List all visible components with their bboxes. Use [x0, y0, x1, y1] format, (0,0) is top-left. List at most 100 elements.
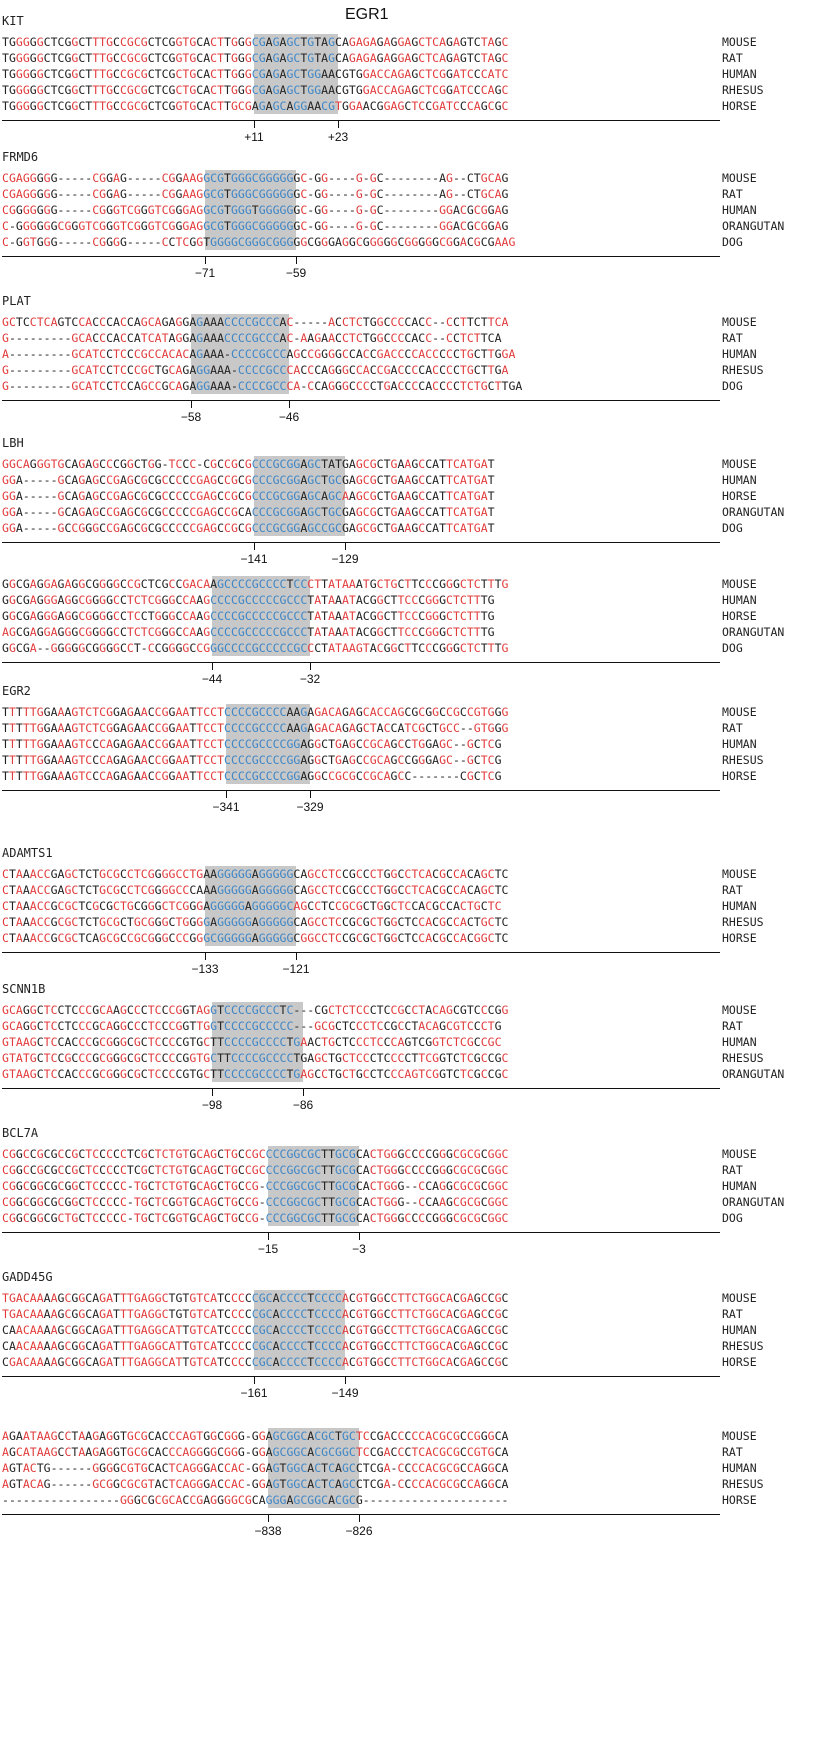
sequence-row: CTAAACCGCGCTCGCGCTGCGGGCTCGGGAGGGGGAGGGG… [2, 899, 502, 913]
sequence-row: AGCATAAGCCTAAGAGGTGCGCACCCAGGGGCGGG-GGAG… [2, 1445, 509, 1459]
species-label: DOG [722, 641, 743, 655]
sequence-row: CGGCGGCGCTGCTCCCCC-TGCTCGGTGCAGCTGCCG-CC… [2, 1211, 509, 1225]
species-label: HUMAN [722, 67, 757, 81]
sequence-row: CTAAACCGAGCTCTGCGCCTCGGGGCCCAAAGGGGGAGGG… [2, 883, 509, 897]
position-label: −141 [240, 552, 268, 566]
position-label: −32 [299, 672, 321, 686]
species-label: RHESUS [722, 1477, 764, 1491]
position-tick [296, 952, 297, 960]
egr1-binding-site-highlight [268, 1146, 359, 1226]
species-label: MOUSE [722, 171, 757, 185]
sequence-row: CGGCGGCGCGGCTCCCCC-TGCTCGGTGCAGCTGCCG-CC… [2, 1195, 509, 1209]
egr1-binding-site-highlight [205, 170, 296, 250]
sequence-row: CTAAACCGAGCTCTGCGCCTCGGGGCCTGAAGGGGGAGGG… [2, 867, 509, 881]
position-axis [2, 1514, 720, 1515]
egr1-binding-site-highlight [268, 1428, 359, 1508]
species-label: RAT [722, 331, 743, 345]
position-label: +11 [244, 130, 264, 144]
sequence-row: CGGCCGCGCCGCTCCCCCTCGCTCTGTGCAGCTGCCGCCC… [2, 1147, 509, 1161]
species-label: RHESUS [722, 1339, 764, 1353]
position-tick [205, 952, 206, 960]
sequence-row: G---------GCATCCTCCAGCCGCAGAGGAAA-CCCCGC… [2, 379, 523, 393]
position-tick [254, 542, 255, 550]
sequence-row: GTATGCTCCGCCCGCGGGCGCTCCCCGGTGCTTCCCCGCC… [2, 1051, 509, 1065]
position-axis [2, 1088, 720, 1089]
position-label: +23 [327, 130, 349, 144]
gene-label: BCL7A [2, 1126, 39, 1140]
position-tick [359, 1514, 360, 1522]
position-label: −129 [331, 552, 359, 566]
position-tick [296, 256, 297, 264]
sequence-row: GGA-----GCCGGGCCGAGCGCGCCCCCGAGCCGCGCCCG… [2, 521, 495, 535]
position-tick [254, 120, 255, 128]
position-tick [345, 542, 346, 550]
position-label: −838 [254, 1524, 282, 1538]
position-axis [2, 400, 720, 401]
position-label: −98 [201, 1098, 223, 1112]
sequence-row: TGGGGGCTCGGCTTTGCCGCGCTCGGTGCACTTGGGCGAG… [2, 51, 509, 65]
sequence-row: TTTTTGGAAAGTCCCAGAGAACCGGAATTCCTCCCCGCCC… [2, 753, 502, 767]
species-label: RAT [722, 1445, 743, 1459]
gene-label: LBH [2, 436, 24, 450]
sequence-row: TTTTTGGAAAGTCCCAGAGAACCGGAATTCCTCCCCGCCC… [2, 769, 502, 783]
sequence-row: TGGGGGCTCGGCTTTGCCGCGCTCGCTGCACTTGGGCGAG… [2, 67, 509, 81]
position-label: −58 [180, 410, 202, 424]
species-label: ORANGUTAN [722, 219, 785, 233]
gene-label: SCNN1B [2, 982, 46, 996]
species-label: MOUSE [722, 1429, 757, 1443]
sequence-row: TGGGGGCTCGGCTTTGCCGCGCTCGGTGCACTTGGGCGAG… [2, 35, 509, 49]
species-label: DOG [722, 235, 743, 249]
sequence-row: AGAATAAGCCTAAGAGGTGCGCACCCAGTGGCGGG-GGAG… [2, 1429, 509, 1443]
sequence-row: TTTTTGGAAAGTCTCGGAGAACCGGAATTCCTCCCCGCCC… [2, 721, 509, 735]
species-label: MOUSE [722, 35, 757, 49]
sequence-row: CTAAACCGCGCTCAGCGCCGCGGGCCCGGGCGGGGGAGGG… [2, 931, 509, 945]
position-label: −71 [194, 266, 216, 280]
position-axis [2, 790, 720, 791]
position-tick [310, 790, 311, 798]
position-axis [2, 662, 720, 663]
species-label: MOUSE [722, 705, 757, 719]
position-label: −86 [292, 1098, 314, 1112]
position-label: −121 [282, 962, 310, 976]
species-label: HUMAN [722, 473, 757, 487]
egr1-binding-site-highlight [212, 576, 310, 656]
position-label: −329 [296, 800, 324, 814]
position-axis [2, 542, 720, 543]
sequence-row: GTAAGCTCCACCCGCGGGCGCTCCCCGTGCTTCCCCGCCC… [2, 1067, 509, 1081]
species-label: ORANGUTAN [722, 1195, 785, 1209]
sequence-row: AGTACTG------GGGGCGTGCACTCAGGGACCAC-GGAG… [2, 1461, 509, 1475]
species-label: RHESUS [722, 753, 764, 767]
position-axis [2, 120, 720, 121]
species-label: MOUSE [722, 457, 757, 471]
position-axis [2, 1232, 720, 1233]
sequence-row: TGGGGGCTCGGCTTTGCCGCGCTCGCTGCACTTGGGCGAG… [2, 83, 509, 97]
sequence-row: GGCGAGGGAGGCGGGGCCTCTCGGGCCAAGCCCCGCCCCC… [2, 593, 495, 607]
sequence-row: GCAGGCTCCTCCCGCAGGCCCTCCCGGTTGGTCCCCGCCC… [2, 1019, 502, 1033]
species-label: DOG [722, 521, 743, 535]
sequence-row: GGA-----GCAGAGCCGAGCGCGCCCCCGAGCCGCGCCCG… [2, 473, 495, 487]
sequence-row: TGGGGGCTCGGCTTTGCCGCGCTCGGTGCACTTGCGAGAG… [2, 99, 509, 113]
species-label: HUMAN [722, 347, 757, 361]
species-label: DOG [722, 1211, 743, 1225]
egr1-binding-site-highlight [254, 456, 345, 536]
sequence-row: AGTACAG------GCGGCGCGTACTCAGGGACCAC-GGAG… [2, 1477, 509, 1491]
species-label: DOG [722, 379, 743, 393]
sequence-row: C-GGGGGGCGGGTCGGGTCGGGTCGGGAGGCGTGGGCGGG… [2, 219, 509, 233]
species-label: ORANGUTAN [722, 505, 785, 519]
position-label: −59 [285, 266, 307, 280]
sequence-row: CGGGGGGG-----CGGGTCGGGTCGGGAGGCGTGGGTGGG… [2, 203, 509, 217]
species-label: RAT [722, 1019, 743, 1033]
position-label: −44 [201, 672, 223, 686]
gene-label: KIT [2, 14, 24, 28]
species-label: HUMAN [722, 899, 757, 913]
gene-label: GADD45G [2, 1270, 53, 1284]
species-label: RHESUS [722, 915, 764, 929]
sequence-row: GGA-----GCAGAGCCGAGCGCGCCCCCGAGCCGCGCCCG… [2, 489, 495, 503]
species-label: HORSE [722, 489, 757, 503]
sequence-row: CTAAACCGCGCTCTGCGCTGCGGGCTGGGGAGGGGGAGGG… [2, 915, 509, 929]
position-tick [310, 662, 311, 670]
species-label: HORSE [722, 99, 757, 113]
position-tick [338, 120, 339, 128]
species-label: HUMAN [722, 1179, 757, 1193]
position-tick [254, 1376, 255, 1384]
